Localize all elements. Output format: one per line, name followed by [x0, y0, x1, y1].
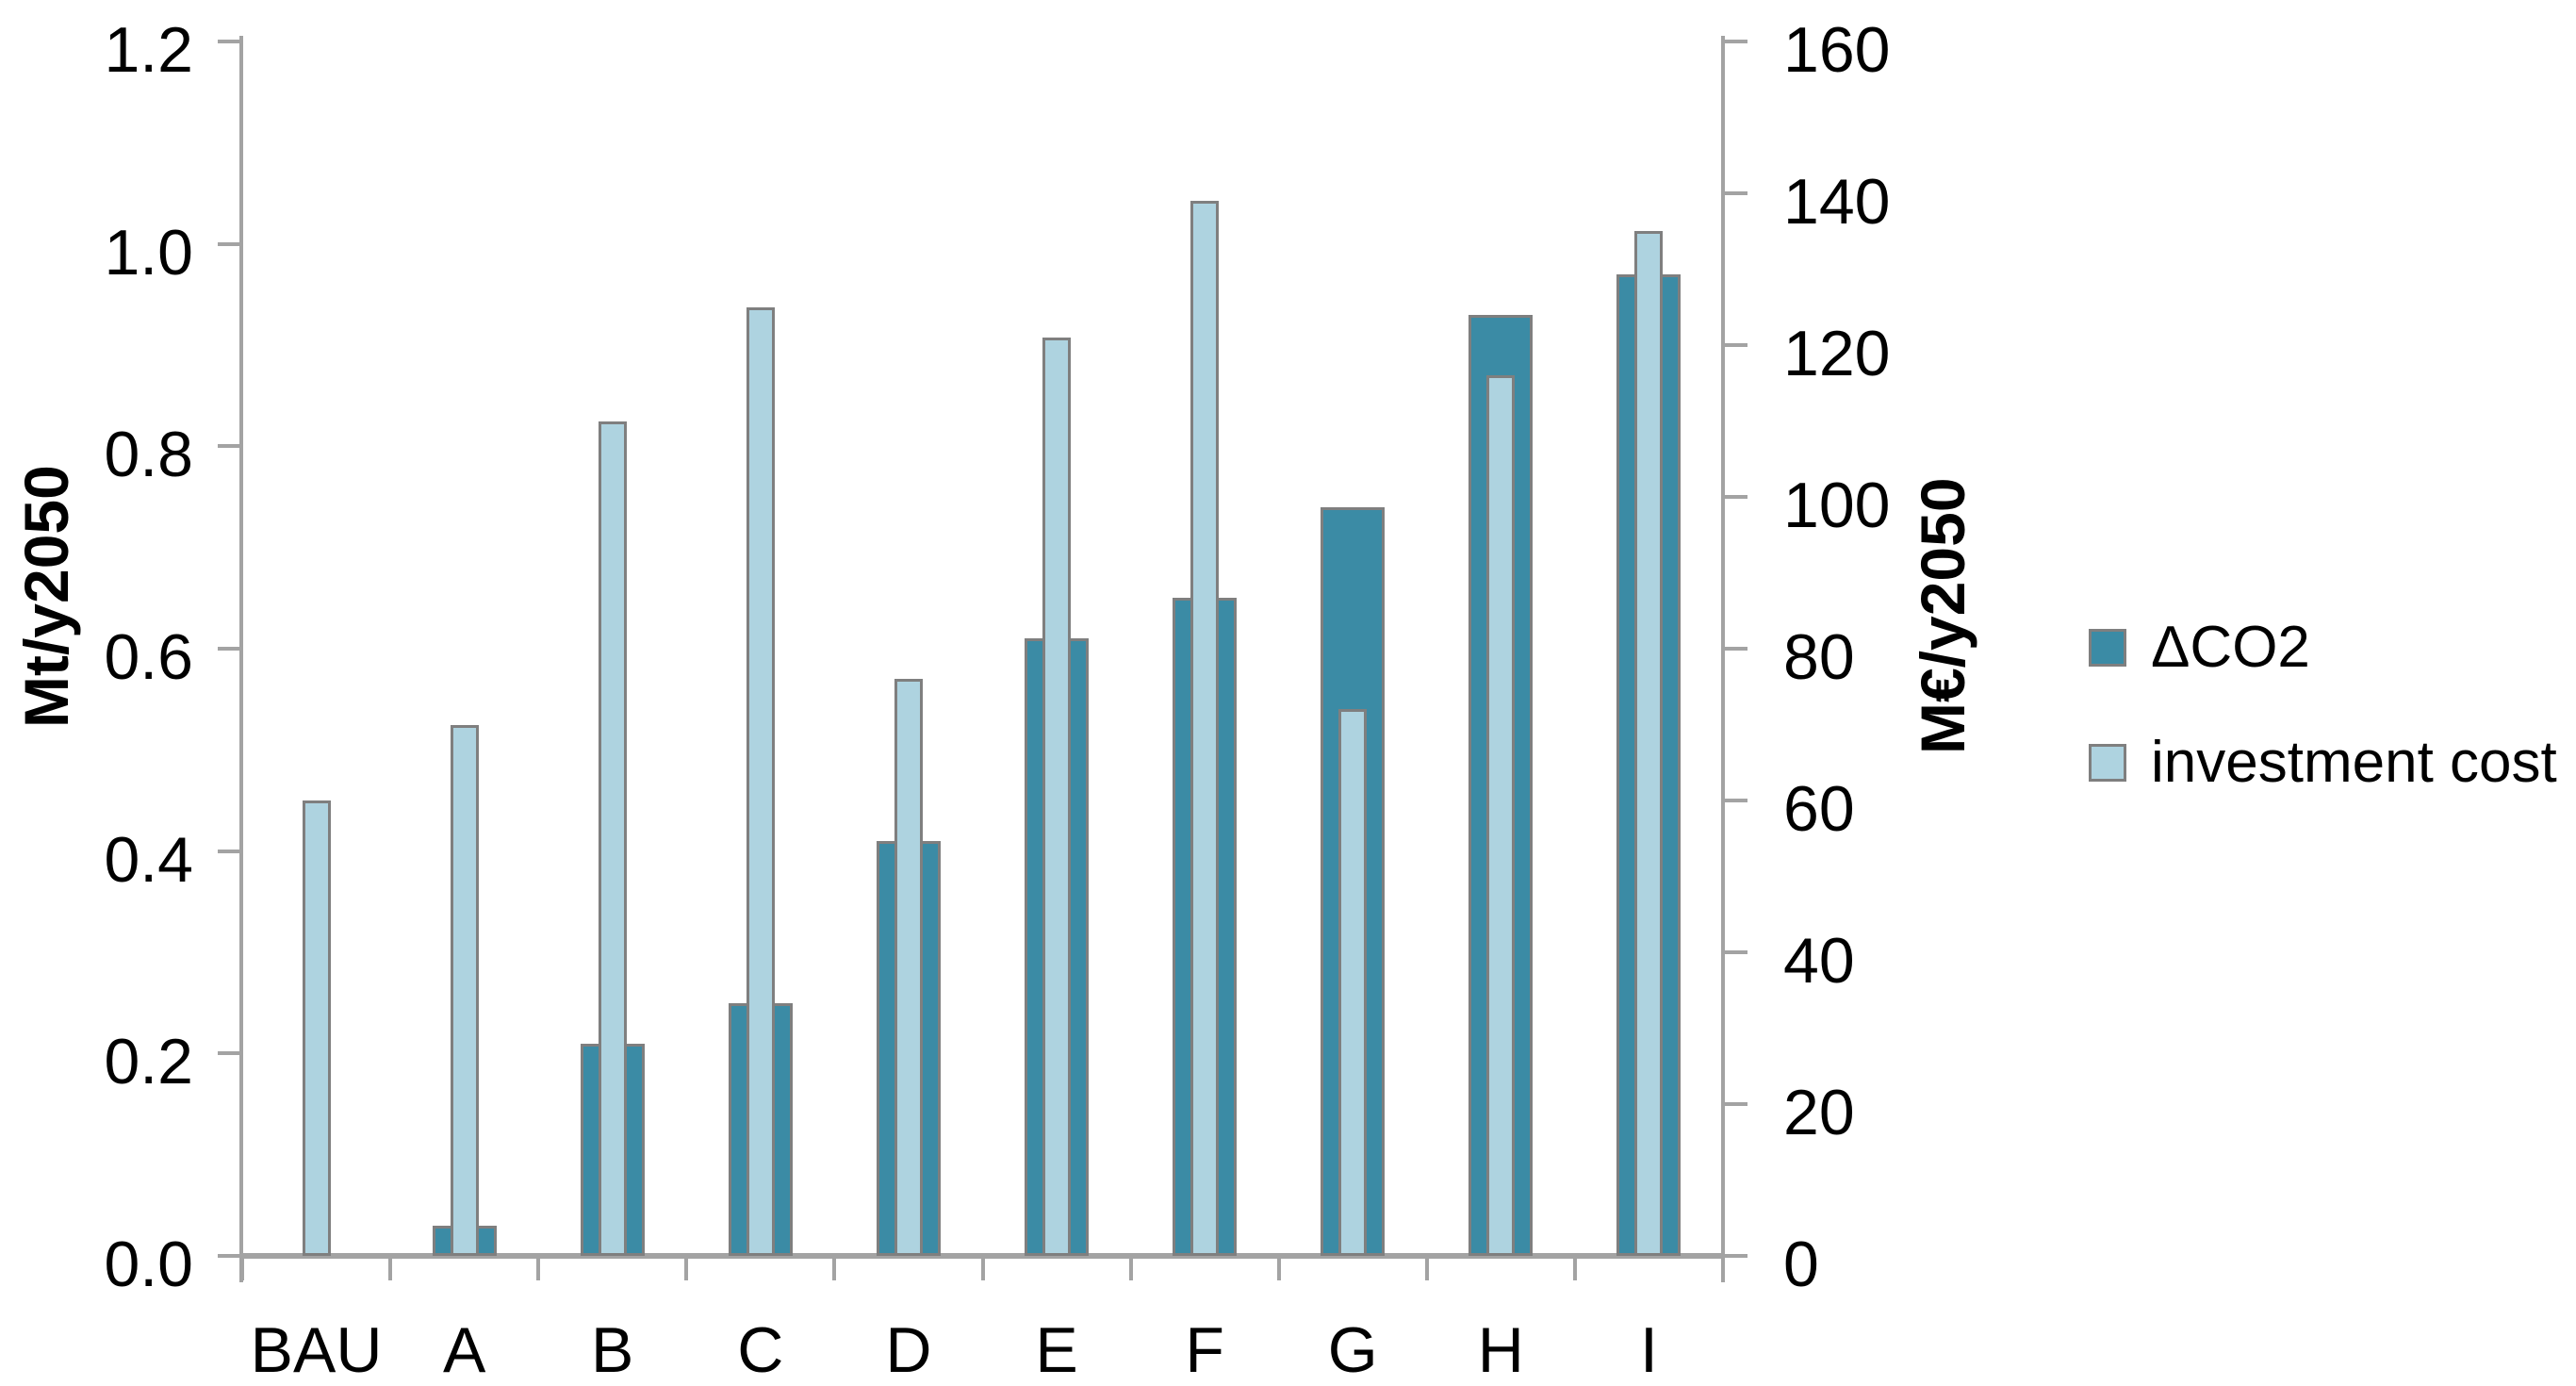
bar-investment-cost-h: [1486, 375, 1516, 1256]
left-axis-tick: [218, 1254, 242, 1258]
category-label-h: H: [1477, 1314, 1524, 1386]
left-axis-tick-label: 0.2: [104, 1026, 193, 1098]
left-axis-tick: [218, 647, 242, 651]
category-label-c: C: [737, 1314, 784, 1386]
x-axis-tick: [1128, 1256, 1133, 1280]
category-label-b: B: [591, 1314, 634, 1386]
category-label-i: I: [1639, 1314, 1658, 1386]
left-axis-tick: [218, 1051, 242, 1056]
bar-investment-cost-e: [1042, 337, 1072, 1256]
legend-swatch-investment-cost-icon: [2089, 744, 2126, 782]
legend-item-investment-cost: investment cost: [2089, 734, 2557, 792]
bar-investment-cost-c: [746, 306, 775, 1256]
right-axis-tick-label: 120: [1783, 318, 1891, 389]
right-axis-tick: [1723, 1254, 1747, 1258]
x-axis-tick: [1721, 1256, 1725, 1280]
right-axis-tick: [1723, 495, 1747, 499]
legend-swatch-co2-icon: [2089, 629, 2126, 667]
category-label-g: G: [1327, 1314, 1378, 1386]
category-label-bau: BAU: [250, 1314, 383, 1386]
left-axis-tick: [218, 241, 242, 246]
right-axis-title: M€/y2050: [1908, 477, 1977, 754]
right-axis-tick-label: 140: [1783, 166, 1891, 238]
left-axis-tick: [218, 40, 242, 43]
legend-label-investment-cost: investment cost: [2151, 730, 2557, 795]
category-label-a: A: [442, 1314, 486, 1386]
category-label-e: E: [1035, 1314, 1078, 1386]
bar-investment-cost-b: [598, 421, 627, 1256]
right-axis-tick: [1723, 343, 1747, 347]
right-axis-tick: [1723, 950, 1747, 954]
left-axis-tick-label: 1.2: [104, 14, 193, 86]
right-axis-tick-label: 20: [1783, 1077, 1855, 1148]
x-axis-tick: [980, 1256, 985, 1280]
left-axis-line: [239, 36, 243, 1282]
bar-investment-cost-f: [1190, 201, 1220, 1256]
right-axis-tick-label: 160: [1783, 14, 1891, 86]
x-axis-tick: [684, 1256, 689, 1280]
right-axis-tick-label: 60: [1783, 773, 1855, 845]
right-axis-tick: [1723, 40, 1747, 43]
x-axis-tick: [388, 1256, 393, 1280]
x-axis-tick: [1572, 1256, 1577, 1280]
bar-investment-cost-i: [1634, 231, 1664, 1256]
right-axis-tick: [1723, 1102, 1747, 1106]
right-axis-tick-label: 100: [1783, 470, 1891, 541]
right-axis-tick: [1723, 799, 1747, 802]
x-axis-tick: [1424, 1256, 1429, 1280]
bar-investment-cost-a: [450, 724, 479, 1256]
x-axis-tick: [1276, 1256, 1281, 1280]
bar-investment-cost-d: [894, 679, 923, 1256]
left-axis-tick: [218, 849, 242, 853]
left-axis-tick-label: 0.4: [104, 823, 193, 896]
right-axis-tick-label: 40: [1783, 925, 1855, 997]
left-axis-tick: [218, 444, 242, 449]
right-axis-tick-label: 80: [1783, 621, 1855, 693]
x-axis-tick: [536, 1256, 541, 1280]
left-axis-tick-label: 0.8: [104, 419, 193, 491]
left-axis-title: Mt/y2050: [11, 465, 81, 728]
bar-investment-cost-bau: [302, 800, 331, 1256]
right-axis-line: [1721, 36, 1725, 1282]
category-label-d: D: [885, 1314, 932, 1386]
left-axis-tick-label: 0.0: [104, 1229, 193, 1300]
legend-item-co2: ΔCO2: [2089, 619, 2310, 677]
category-label-f: F: [1185, 1314, 1224, 1386]
right-axis-tick: [1723, 647, 1747, 651]
right-axis-tick-label: 0: [1783, 1229, 1819, 1300]
left-axis-tick-label: 1.0: [104, 216, 193, 289]
left-axis-tick-label: 0.6: [104, 621, 193, 693]
x-axis-tick: [240, 1256, 244, 1280]
bar-investment-cost-g: [1338, 709, 1368, 1256]
legend-label-co2: ΔCO2: [2151, 615, 2310, 680]
x-axis-tick: [832, 1256, 837, 1280]
legend: ΔCO2 investment cost: [2085, 0, 2575, 1386]
right-axis-tick: [1723, 191, 1747, 195]
